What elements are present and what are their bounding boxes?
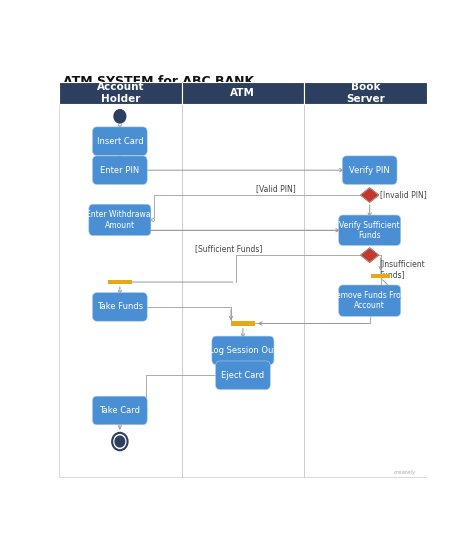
FancyBboxPatch shape: [342, 156, 397, 185]
Text: Take Card: Take Card: [100, 406, 140, 415]
Text: Enter PIN: Enter PIN: [100, 166, 139, 175]
FancyBboxPatch shape: [338, 285, 401, 316]
Text: Log Session Out: Log Session Out: [209, 346, 277, 355]
Text: [Valid PIN]: [Valid PIN]: [256, 184, 296, 193]
FancyBboxPatch shape: [59, 104, 427, 477]
FancyBboxPatch shape: [92, 156, 147, 185]
Text: Insert Card: Insert Card: [97, 137, 143, 146]
Text: Verify Sufficient
Funds: Verify Sufficient Funds: [339, 221, 400, 240]
Text: Book
Server: Book Server: [346, 82, 384, 104]
FancyBboxPatch shape: [108, 280, 132, 284]
Circle shape: [114, 110, 126, 123]
Text: Enter Withdrawal
Amount: Enter Withdrawal Amount: [86, 210, 153, 230]
FancyBboxPatch shape: [59, 82, 182, 104]
FancyBboxPatch shape: [89, 204, 151, 236]
FancyBboxPatch shape: [92, 127, 147, 155]
Text: [Invalid PIN]: [Invalid PIN]: [380, 190, 427, 200]
FancyBboxPatch shape: [92, 293, 147, 321]
Text: [Insufficient
Funds]: [Insufficient Funds]: [379, 259, 425, 279]
Text: creately: creately: [393, 470, 416, 475]
Circle shape: [112, 433, 128, 450]
FancyBboxPatch shape: [182, 82, 304, 104]
Circle shape: [115, 436, 125, 447]
Text: ATM SYSTEM for ABC BANK: ATM SYSTEM for ABC BANK: [63, 75, 254, 88]
FancyBboxPatch shape: [216, 361, 270, 390]
Polygon shape: [361, 188, 378, 202]
Text: Account
Holder: Account Holder: [97, 82, 144, 104]
FancyBboxPatch shape: [338, 215, 401, 245]
Text: Take Funds: Take Funds: [97, 302, 143, 312]
FancyBboxPatch shape: [92, 396, 147, 425]
Polygon shape: [361, 248, 378, 262]
FancyBboxPatch shape: [231, 321, 255, 325]
FancyBboxPatch shape: [304, 82, 427, 104]
FancyBboxPatch shape: [371, 274, 390, 278]
Text: Eject Card: Eject Card: [221, 371, 264, 380]
Text: ATM: ATM: [230, 88, 255, 98]
Text: Verify PIN: Verify PIN: [349, 166, 390, 175]
Text: Remove Funds From
Account: Remove Funds From Account: [331, 291, 408, 310]
Text: [Sufficient Funds]: [Sufficient Funds]: [194, 244, 262, 253]
FancyBboxPatch shape: [212, 336, 274, 365]
